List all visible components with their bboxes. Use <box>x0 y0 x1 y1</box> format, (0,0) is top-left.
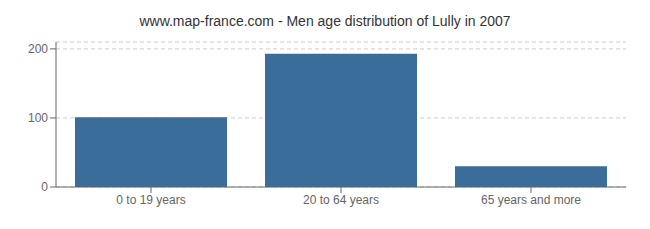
svg-text:0: 0 <box>41 180 48 194</box>
svg-text:65 years and more: 65 years and more <box>481 193 581 207</box>
svg-text:0 to 19 years: 0 to 19 years <box>116 193 185 207</box>
html-text:www.map-france.com - Men age d: www.map-france.com - Men age distributio… <box>139 13 511 29</box>
svg-text:20 to 64 years: 20 to 64 years <box>303 193 379 207</box>
svg-text:200: 200 <box>28 42 48 56</box>
svg-text:100: 100 <box>28 111 48 125</box>
